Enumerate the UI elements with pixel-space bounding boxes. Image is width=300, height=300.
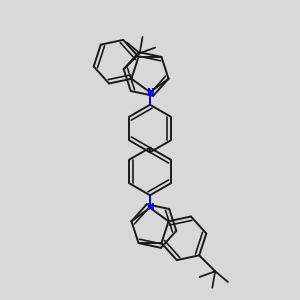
Text: N: N [146,88,154,97]
Text: N: N [146,203,154,212]
